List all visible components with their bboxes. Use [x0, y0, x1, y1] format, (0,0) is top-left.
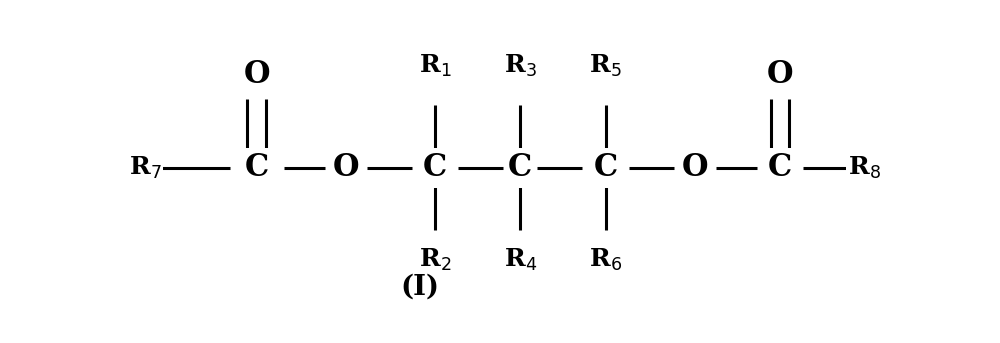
Text: R$_6$: R$_6$: [589, 247, 622, 273]
Text: C: C: [245, 152, 269, 184]
Text: R$_5$: R$_5$: [589, 53, 622, 80]
Text: R$_3$: R$_3$: [504, 53, 537, 80]
Text: R$_8$: R$_8$: [848, 155, 881, 181]
Text: R$_1$: R$_1$: [419, 53, 451, 80]
Text: O: O: [333, 152, 359, 184]
Text: R$_4$: R$_4$: [504, 247, 537, 273]
Text: C: C: [508, 152, 532, 184]
Text: (Ⅰ): (Ⅰ): [400, 273, 439, 300]
Text: R$_7$: R$_7$: [129, 155, 162, 181]
Text: C: C: [423, 152, 447, 184]
Text: O: O: [681, 152, 708, 184]
Text: O: O: [767, 59, 793, 90]
Text: O: O: [244, 59, 270, 90]
Text: C: C: [593, 152, 618, 184]
Text: C: C: [768, 152, 792, 184]
Text: R$_2$: R$_2$: [419, 247, 451, 273]
